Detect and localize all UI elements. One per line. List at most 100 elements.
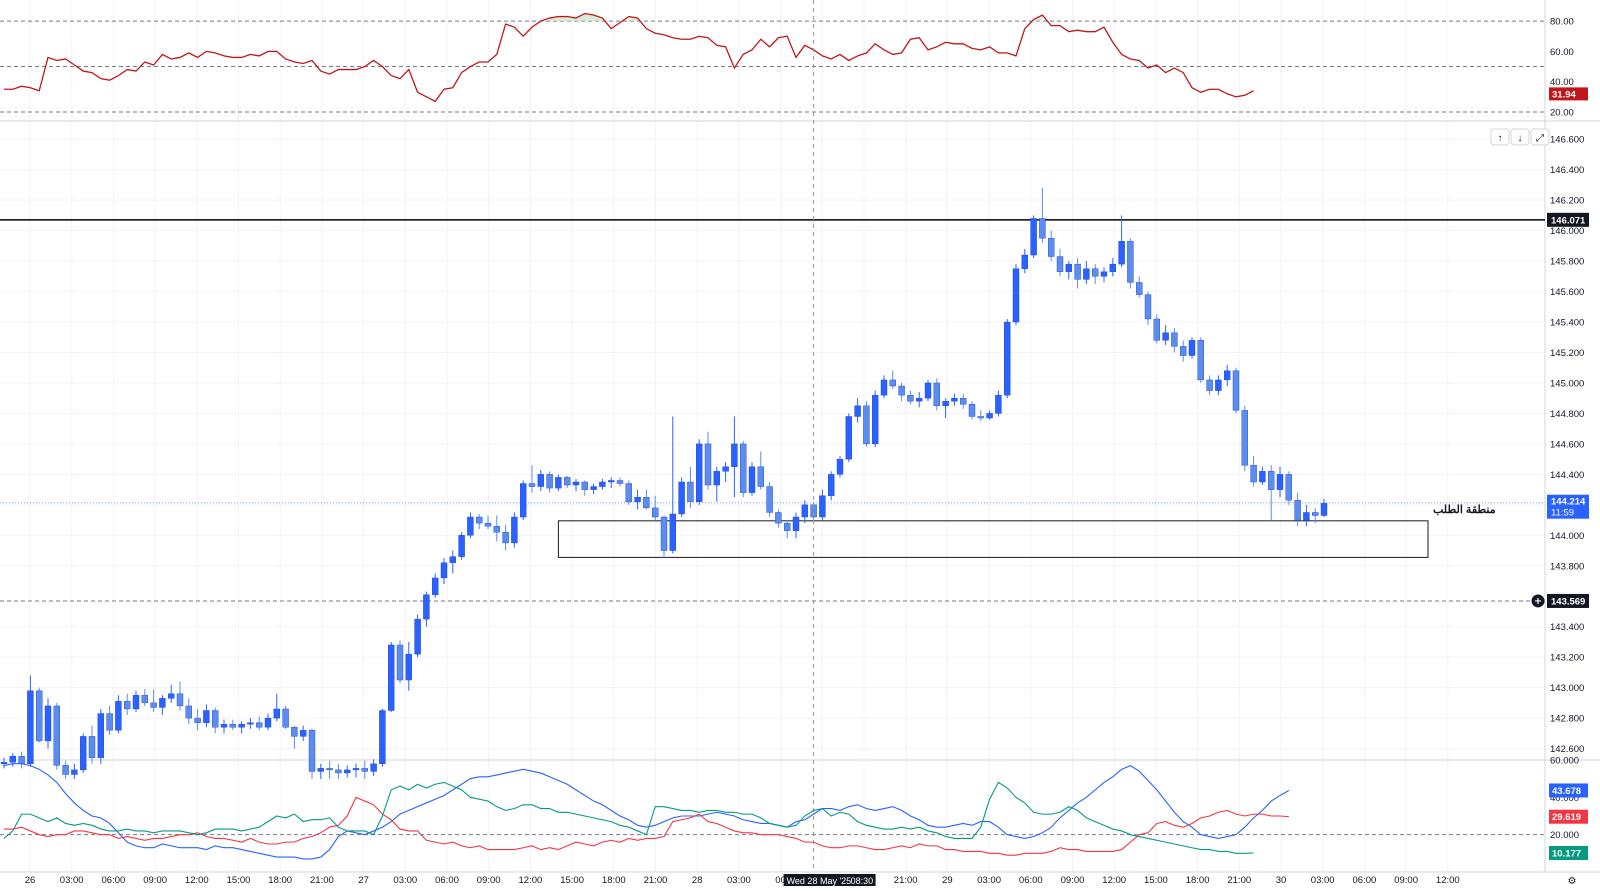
candle-body — [977, 416, 984, 419]
time-axis-tick: 06:00 — [102, 875, 126, 886]
candle-body — [616, 480, 624, 484]
candle-body — [247, 722, 254, 725]
candle-body — [379, 710, 386, 765]
candle-body — [511, 516, 518, 544]
time-axis-tick: 27 — [358, 875, 369, 886]
candle-body — [1056, 256, 1064, 272]
candle-body — [27, 690, 34, 765]
candle-body — [423, 594, 430, 620]
resistance-price-label: 146.071 — [1551, 215, 1586, 226]
price-panel: منطقة الطلب146.600146.400146.200146.0001… — [0, 128, 1589, 780]
price-axis-tick: 146.400 — [1550, 165, 1584, 176]
candle-body — [352, 768, 360, 771]
rsi-axis-tick: 40.00 — [1550, 77, 1574, 88]
candle-body — [537, 474, 544, 487]
price-axis-tick: 145.800 — [1550, 257, 1584, 268]
time-axis-tick: 18:00 — [268, 875, 292, 886]
candle-body — [1171, 332, 1178, 347]
candle-body — [1320, 503, 1328, 516]
time-axis-tick: 09:00 — [143, 875, 167, 886]
candle-body — [828, 474, 835, 496]
candle-body — [405, 653, 412, 681]
candle-body — [898, 385, 905, 396]
candle-body — [185, 705, 193, 719]
candle-body — [836, 458, 844, 475]
candle-body — [79, 736, 87, 771]
candle-body — [1267, 471, 1275, 490]
candle-body — [370, 763, 377, 772]
candle-body — [1109, 263, 1117, 272]
candle-body — [625, 483, 632, 502]
arrow-down-button[interactable] — [1510, 128, 1530, 146]
dmi-axis-tick: 60.000 — [1550, 756, 1579, 767]
rsi-line — [4, 12, 1254, 103]
time-axis-tick: 21:00 — [894, 875, 918, 886]
time-axis-tick: 29 — [942, 875, 953, 886]
time-axis-tick: 28 — [692, 875, 703, 886]
candle-body — [1276, 474, 1284, 490]
price-axis-tick: 145.000 — [1550, 378, 1584, 389]
dmi-value-badge — [1549, 783, 1588, 798]
price-axis-tick: 144.400 — [1550, 470, 1584, 481]
rsi-panel: 80.00 60.00 40.00 20.00 31.94 — [0, 12, 1588, 118]
candle-body — [493, 525, 500, 533]
candle-body — [1153, 318, 1161, 341]
price-axis-tick: 143.000 — [1550, 683, 1584, 694]
time-axis-tick: 09:00 — [477, 875, 501, 886]
crosshair-date-label: Wed 28 May '25 — [787, 876, 852, 886]
candle-body — [1004, 321, 1011, 396]
dmi-line — [4, 796, 1289, 856]
level-price-label: 143.569 — [1551, 596, 1585, 607]
time-axis-tick: 21:00 — [310, 875, 334, 886]
candle-body — [1047, 238, 1055, 257]
time-axis-tick: 12:00 — [519, 875, 543, 886]
price-axis-tick: 145.600 — [1550, 287, 1584, 298]
candle-body — [520, 483, 527, 518]
candle-body — [907, 394, 914, 402]
candle-body — [1021, 254, 1028, 269]
candle-body — [986, 413, 993, 419]
candle-body — [467, 516, 474, 536]
candle-body — [995, 394, 1002, 414]
candle-body — [863, 405, 870, 445]
arrow-up-button[interactable] — [1490, 128, 1510, 146]
dmi-axis-tick: 40.000 — [1550, 793, 1579, 804]
level-price-badge — [1547, 593, 1589, 608]
candle-body — [361, 768, 368, 772]
price-axis-tick: 144.000 — [1550, 531, 1584, 542]
candle-body — [1162, 332, 1169, 341]
candle-body — [1197, 340, 1205, 381]
candle-body — [854, 405, 861, 417]
candle-body — [132, 695, 140, 710]
candle-body — [1294, 500, 1301, 521]
candle-body — [1039, 218, 1046, 239]
candle-body — [581, 481, 588, 490]
candle-body — [608, 480, 615, 483]
candle-body — [449, 556, 456, 563]
time-axis-tick: 03:00 — [727, 875, 751, 886]
candle-body — [1232, 370, 1240, 411]
time-axis-tick: 26 — [25, 875, 36, 886]
candle-body — [326, 768, 333, 771]
candle-body — [766, 486, 773, 513]
demand-zone-box[interactable] — [557, 520, 1429, 558]
candle-body — [933, 382, 940, 407]
demand-zone-label: منطقة الطلب — [1433, 504, 1496, 516]
candle-body — [1083, 268, 1090, 280]
candle-body — [229, 724, 237, 728]
candle-body — [731, 443, 738, 467]
time-axis: 26 03:00 06:00 09:00 12:00 15:00 18:00 21:00 27 0… — [25, 874, 1577, 887]
price-axis-tick: 146.200 — [1550, 196, 1584, 207]
candle-body — [1206, 379, 1213, 391]
grid-lines — [0, 0, 1545, 872]
time-axis-tick: 21:00 — [644, 875, 668, 886]
price-axis-tick: 142.800 — [1550, 714, 1584, 725]
expand-button[interactable] — [1530, 128, 1550, 146]
candle-body — [344, 769, 351, 774]
last-price-badge — [1547, 494, 1589, 519]
settings-icon: ⚙ — [1568, 876, 1577, 886]
price-axis-tick: 142.600 — [1550, 744, 1584, 755]
candle-body — [1303, 512, 1310, 521]
